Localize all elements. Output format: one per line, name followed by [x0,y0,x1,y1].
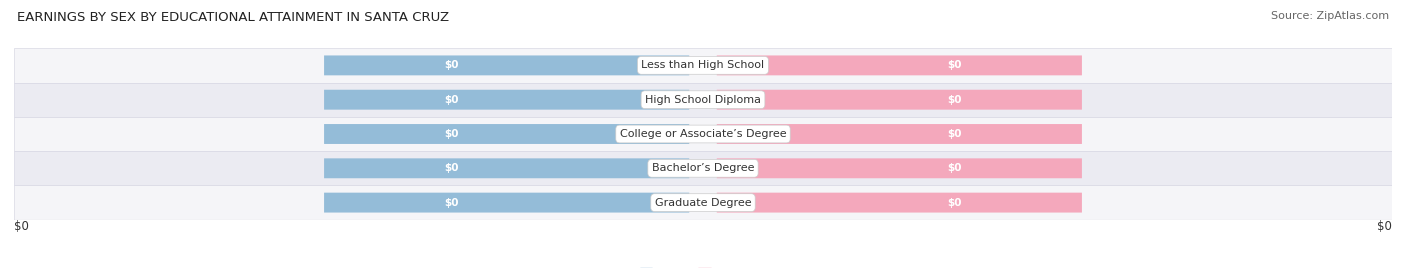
Text: Less than High School: Less than High School [641,60,765,70]
FancyBboxPatch shape [323,158,689,178]
Text: $0: $0 [444,129,460,139]
Text: $0: $0 [946,163,962,173]
Text: $0: $0 [946,198,962,208]
Text: Bachelor’s Degree: Bachelor’s Degree [652,163,754,173]
Text: Graduate Degree: Graduate Degree [655,198,751,208]
Text: $0: $0 [946,60,962,70]
Bar [14,185,1392,220]
Text: $0: $0 [444,60,460,70]
FancyBboxPatch shape [323,55,689,75]
FancyBboxPatch shape [717,193,1083,213]
FancyBboxPatch shape [717,124,1083,144]
Text: $0: $0 [946,95,962,105]
Legend: Male, Female: Male, Female [636,263,770,268]
Bar [14,48,1392,83]
Text: $0: $0 [946,129,962,139]
FancyBboxPatch shape [717,158,1083,178]
Bar [14,117,1392,151]
Text: EARNINGS BY SEX BY EDUCATIONAL ATTAINMENT IN SANTA CRUZ: EARNINGS BY SEX BY EDUCATIONAL ATTAINMEN… [17,11,449,24]
Text: Source: ZipAtlas.com: Source: ZipAtlas.com [1271,11,1389,21]
FancyBboxPatch shape [717,55,1083,75]
FancyBboxPatch shape [717,90,1083,110]
Text: $0: $0 [444,198,460,208]
FancyBboxPatch shape [323,124,689,144]
Bar [14,151,1392,185]
FancyBboxPatch shape [323,193,689,213]
Text: College or Associate’s Degree: College or Associate’s Degree [620,129,786,139]
Bar [14,83,1392,117]
Text: $0: $0 [1376,220,1392,233]
FancyBboxPatch shape [323,90,689,110]
Text: High School Diploma: High School Diploma [645,95,761,105]
Text: $0: $0 [444,95,460,105]
Text: $0: $0 [14,220,30,233]
Text: $0: $0 [444,163,460,173]
